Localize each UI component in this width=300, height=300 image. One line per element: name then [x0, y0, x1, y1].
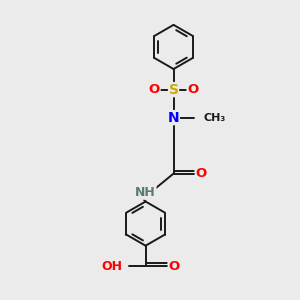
Text: O: O: [187, 83, 198, 96]
Text: OH: OH: [101, 260, 122, 273]
Text: S: S: [169, 82, 178, 97]
Text: CH₃: CH₃: [203, 112, 225, 123]
Text: N: N: [168, 111, 179, 124]
Text: O: O: [149, 83, 160, 96]
Text: O: O: [195, 167, 207, 180]
Text: O: O: [168, 260, 179, 273]
Text: NH: NH: [135, 186, 156, 199]
